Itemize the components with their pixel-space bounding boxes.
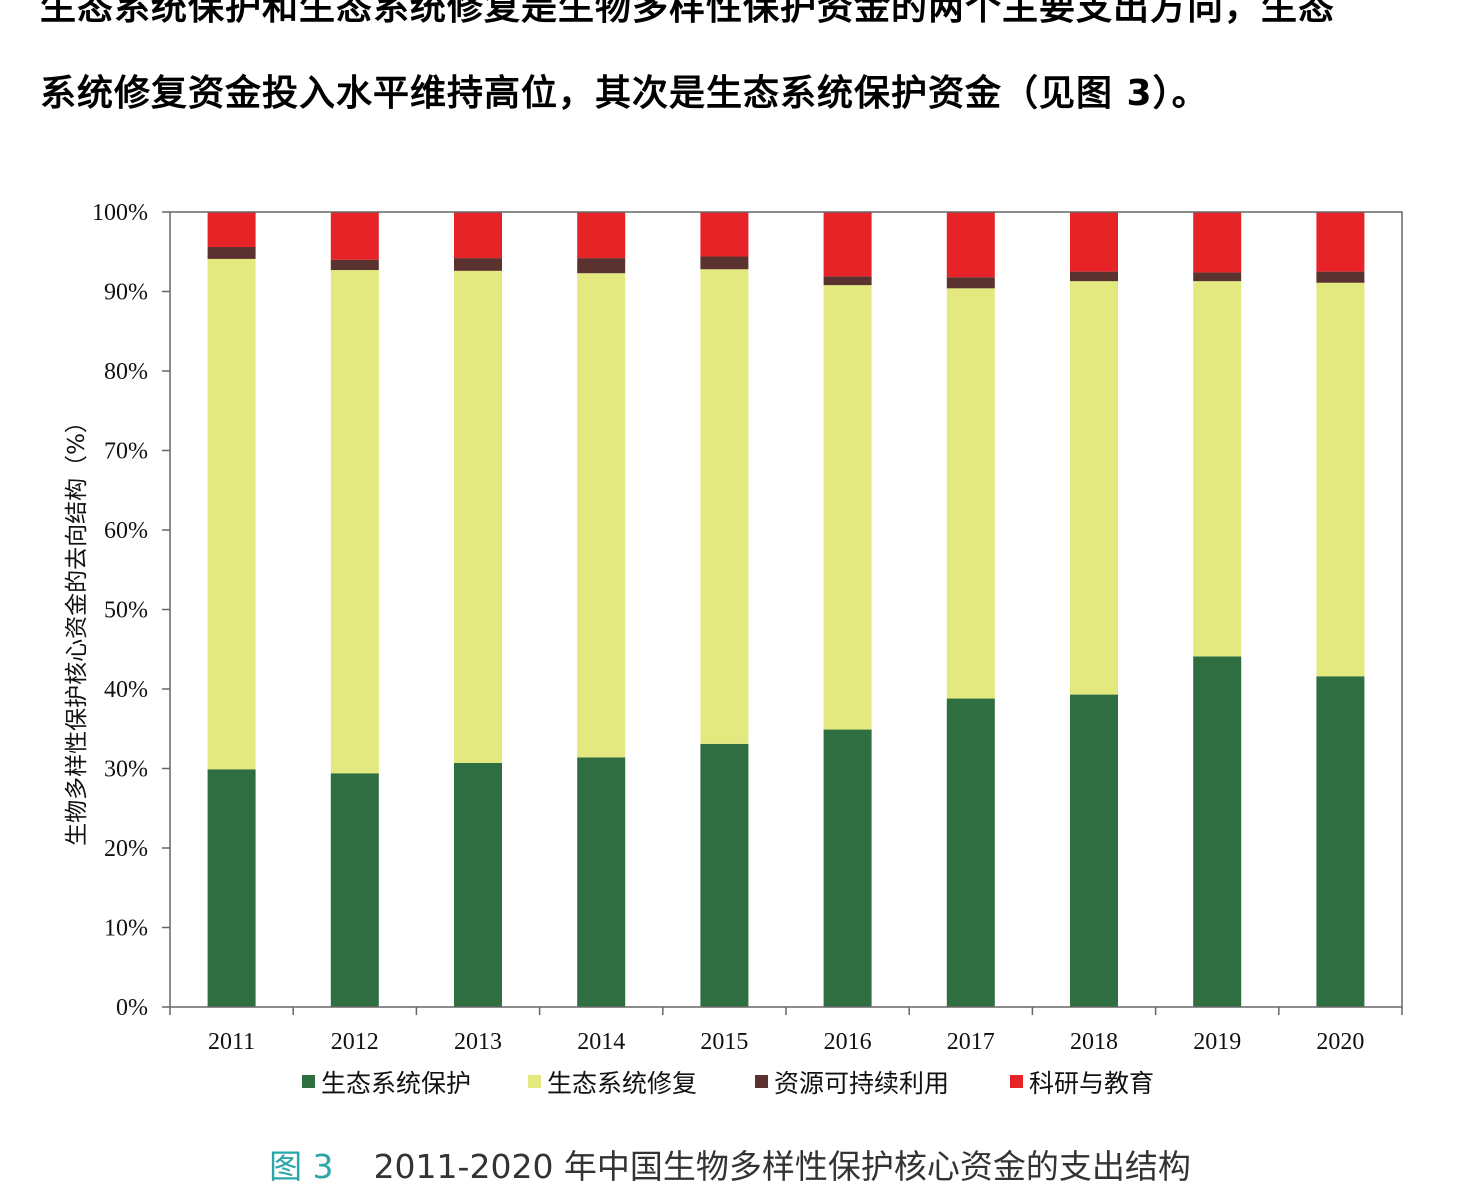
bar-2013-series-0	[454, 762, 502, 1007]
bar-2013-series-2	[454, 258, 502, 271]
x-tick-label-2020: 2020	[1316, 1029, 1364, 1055]
figure-title: 2011-2020 年中国生物多样性保护核心资金的支出结构	[373, 1147, 1191, 1186]
legend-label: 生态系统保护	[321, 1069, 471, 1098]
bar-2016-series-0	[823, 729, 872, 1007]
legend-swatch	[528, 1075, 541, 1088]
bar-2012-series-2	[330, 259, 379, 271]
bar-2011-series-1	[207, 258, 256, 770]
x-tick-label-2017: 2017	[947, 1029, 995, 1055]
bar-2016-series-2	[823, 276, 872, 286]
bar-2018-series-2	[1070, 271, 1118, 282]
bar-2014-series-3	[577, 212, 626, 259]
y-tick-label-0pct: 0%	[116, 995, 148, 1021]
legend: 生态系统保护 生态系统修复 资源可持续利用 科研与教育	[302, 1069, 1154, 1098]
x-tick-label-2019: 2019	[1193, 1029, 1241, 1055]
bar-2014-series-0	[577, 757, 626, 1007]
x-tick-label-2016: 2016	[824, 1029, 872, 1055]
y-tick-label-100pct: 100%	[92, 200, 148, 226]
bar-2015-series-0	[700, 743, 749, 1007]
x-tick-label-2011: 2011	[208, 1029, 255, 1055]
legend-swatch	[755, 1075, 768, 1088]
bar-2019-series-0	[1193, 656, 1242, 1007]
x-tick-label-2014: 2014	[577, 1029, 625, 1055]
bar-2013-series-3	[454, 212, 502, 259]
bar-2013-series-1	[454, 270, 502, 763]
legend-swatch	[1010, 1075, 1023, 1088]
legend-label: 资源可持续利用	[774, 1069, 949, 1098]
y-tick-label-30pct: 30%	[104, 757, 148, 783]
y-tick-label-60pct: 60%	[104, 518, 148, 544]
legend-label: 生态系统修复	[547, 1069, 697, 1098]
y-tick-label-40pct: 40%	[104, 677, 148, 703]
bar-2015-series-3	[700, 212, 749, 257]
bar-2014-series-2	[577, 258, 626, 274]
bar-2019-series-2	[1193, 272, 1242, 282]
y-tick-label-50pct: 50%	[104, 598, 148, 624]
bar-2017-series-1	[946, 288, 995, 699]
bar-2019-series-1	[1193, 281, 1242, 657]
paragraph-line-2: 系统修复资金投入水平维持高位，其次是生态系统保护资金（见图 3）。	[40, 73, 1209, 114]
x-axis: 2011 2012 2013 2014 2015 2016 2017 2018 2019 2020	[169, 1007, 1403, 1055]
bar-2016-series-3	[823, 212, 872, 277]
y-tick-label-90pct: 90%	[104, 280, 148, 306]
y-tick-label-70pct: 70%	[104, 439, 148, 465]
y-axis-label: 生物多样性保护核心资金的去向结构（%）	[64, 410, 90, 846]
figure-caption: 图 3 2011-2020 年中国生物多样性保护核心资金的支出结构	[0, 1140, 1460, 1188]
bar-2019-series-3	[1193, 212, 1242, 273]
x-tick-label-2018: 2018	[1070, 1029, 1118, 1055]
bar-2020-series-2	[1316, 271, 1365, 283]
bar-2011-series-2	[207, 246, 256, 259]
x-tick-label-2015: 2015	[700, 1029, 748, 1055]
stacked-bar-chart: 0%10%20%30%40%50%60%70%80%90%100% 2011 20…	[64, 200, 1403, 1098]
bar-2017-series-0	[946, 698, 995, 1007]
bar-2011-series-0	[207, 769, 256, 1007]
bar-2018-series-0	[1070, 694, 1118, 1007]
bar-2020-series-0	[1316, 676, 1365, 1007]
legend-item-2: 资源可持续利用	[755, 1069, 949, 1098]
legend-item-0: 生态系统保护	[302, 1069, 471, 1098]
bar-2012-series-3	[330, 212, 379, 260]
legend-label: 科研与教育	[1029, 1069, 1154, 1098]
y-tick-label-20pct: 20%	[104, 836, 148, 862]
bar-2014-series-1	[577, 273, 626, 758]
paragraph-line-1: 生态系统保护和生态系统修复是生物多样性保护资金的两个主要支出方向，生态	[40, 0, 1336, 28]
figure-number: 图 3	[269, 1147, 334, 1186]
bar-2020-series-3	[1316, 212, 1365, 272]
legend-swatch	[302, 1075, 315, 1088]
legend-item-3: 科研与教育	[1010, 1069, 1154, 1098]
bar-2016-series-1	[823, 285, 872, 730]
y-tick-label-10pct: 10%	[104, 916, 148, 942]
y-axis: 0% 10% 20% 30% 40% 50% 60% 70% 80% 90% 100%	[92, 200, 170, 1021]
bar-2018-series-1	[1070, 281, 1118, 695]
bars-layer	[207, 212, 1365, 1007]
bar-2018-series-3	[1070, 212, 1118, 272]
bar-2017-series-2	[946, 277, 995, 289]
bar-2020-series-1	[1316, 282, 1365, 677]
x-tick-label-2012: 2012	[331, 1029, 379, 1055]
y-tick-label-80pct: 80%	[104, 359, 148, 385]
legend-item-1: 生态系统修复	[528, 1069, 697, 1098]
bar-2012-series-0	[330, 773, 379, 1007]
bar-2011-series-3	[207, 212, 256, 247]
x-tick-label-2013: 2013	[454, 1029, 502, 1055]
bar-2012-series-1	[330, 270, 379, 774]
bar-2017-series-3	[946, 212, 995, 278]
bar-2015-series-2	[700, 256, 749, 270]
bar-2015-series-1	[700, 269, 749, 744]
